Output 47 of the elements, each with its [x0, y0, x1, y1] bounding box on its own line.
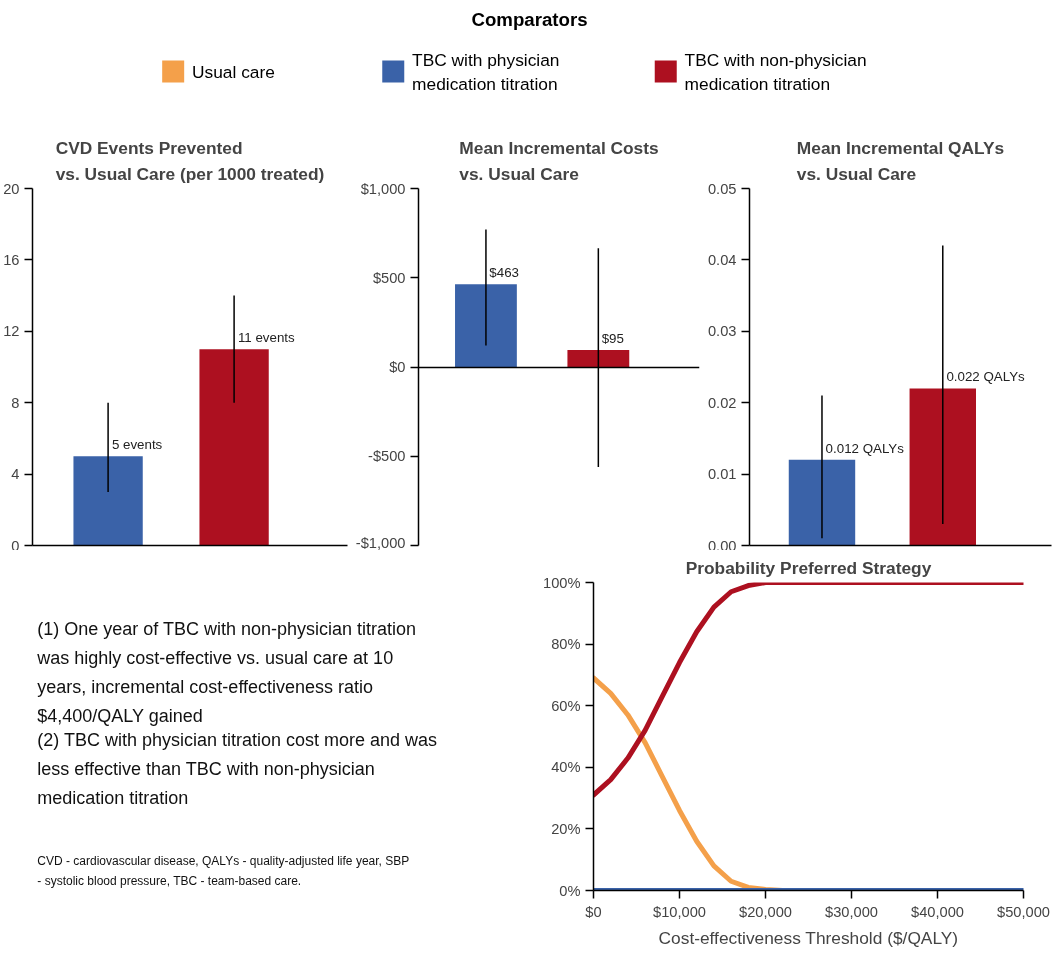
text: CVD - cardiovascular disease, QALYs - quality-adjusted life year, SBP - systolic blood pressure, TBC - team-based care. — [37, 853, 410, 888]
y-tick-label: 60% — [551, 697, 581, 714]
y-tick-label: $1,000 — [360, 180, 406, 197]
y-tick-label: 4 — [11, 466, 20, 483]
legend-label: TBC with non-physician medication titration — [684, 49, 867, 94]
y-tick-label: 0.00 — [707, 537, 737, 554]
y-tick-label: 0.02 — [707, 394, 737, 411]
y-tick-label: 8 — [11, 394, 20, 411]
y-tick-label: -$500 — [368, 448, 406, 465]
data-label: 11 events — [237, 330, 296, 346]
text: (1) One year of TBC with non-physician titration was highly cost-effective vs. usual care at 10 years, incremental cost-effectiveness ratio $4,400/QALY gained — [36, 619, 417, 727]
x-tick-label: $50,000 — [997, 903, 1050, 920]
y-tick-label: -$1,000 — [355, 534, 406, 551]
data-label: 0.012 QALYs — [825, 440, 905, 456]
x-axis-title: Cost-effectiveness Threshold ($/QALY) — [658, 927, 959, 948]
y-tick-label: 0 — [11, 537, 20, 554]
y-tick-label: 0.01 — [707, 466, 737, 483]
x-tick-label: $10,000 — [653, 903, 706, 920]
text: (2) TBC with physician titration cost more and was less effective than TBC with non-physician medication titration — [37, 730, 438, 809]
legend-label: TBC with physician medication titration — [412, 49, 560, 94]
y-tick-label: 100% — [543, 574, 581, 591]
y-tick-label: 0.03 — [707, 323, 737, 340]
y-tick-label: 12 — [3, 323, 20, 340]
y-tick-label: 0.05 — [707, 180, 737, 197]
y-tick-label: 20% — [551, 820, 581, 837]
y-tick-label: 20 — [3, 180, 20, 197]
x-tick-label: $30,000 — [825, 903, 878, 920]
x-tick-label: $40,000 — [911, 903, 964, 920]
data-label: $463 — [489, 265, 519, 281]
y-tick-label: $0 — [389, 359, 406, 375]
y-tick-label: $500 — [372, 269, 406, 286]
data-label: 5 events — [111, 437, 163, 453]
y-tick-label: 0.04 — [707, 251, 737, 268]
legend-label: Usual care — [192, 61, 275, 82]
y-tick-label: 16 — [3, 251, 20, 268]
chart-title: Mean Incremental Costs vs. Usual Care — [459, 137, 659, 184]
chart-title: Probability Preferred Strategy — [685, 557, 932, 578]
legend-title: Comparators — [471, 9, 588, 31]
data-label: 0.022 QALYs — [946, 369, 1026, 385]
y-tick-label: 40% — [551, 759, 581, 776]
x-tick-label: $0 — [585, 903, 602, 920]
data-label: $95 — [601, 331, 624, 347]
y-tick-label: 80% — [551, 636, 581, 653]
y-tick-label: 0% — [559, 882, 581, 899]
chart-title: Mean Incremental QALYs vs. Usual Care — [796, 137, 1005, 184]
x-tick-label: $20,000 — [739, 903, 792, 920]
chart-title: CVD Events Prevented vs. Usual Care (per 1000 treated) — [55, 137, 325, 184]
